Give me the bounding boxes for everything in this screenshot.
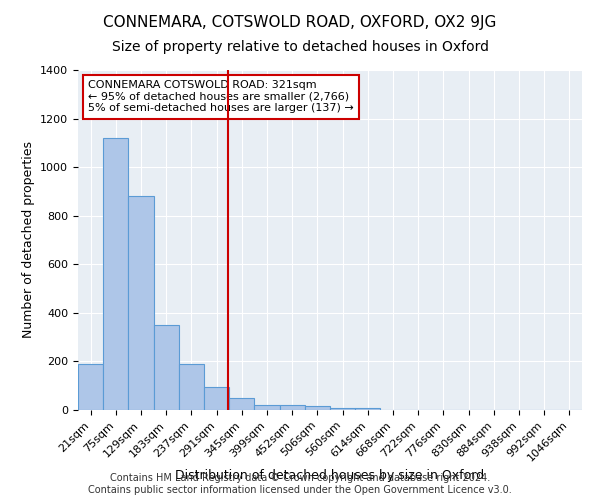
Text: CONNEMARA COTSWOLD ROAD: 321sqm
← 95% of detached houses are smaller (2,766)
5% : CONNEMARA COTSWOLD ROAD: 321sqm ← 95% of… xyxy=(88,80,354,114)
Y-axis label: Number of detached properties: Number of detached properties xyxy=(22,142,35,338)
Bar xyxy=(254,404,280,410)
Bar xyxy=(280,405,305,410)
Text: CONNEMARA, COTSWOLD ROAD, OXFORD, OX2 9JG: CONNEMARA, COTSWOLD ROAD, OXFORD, OX2 9J… xyxy=(103,15,497,30)
Bar xyxy=(128,196,154,410)
Bar xyxy=(179,364,204,410)
X-axis label: Distribution of detached houses by size in Oxford: Distribution of detached houses by size … xyxy=(175,469,485,482)
Bar xyxy=(305,406,330,410)
Bar xyxy=(103,138,128,410)
Text: Contains HM Land Registry data © Crown copyright and database right 2024.
Contai: Contains HM Land Registry data © Crown c… xyxy=(88,474,512,495)
Bar xyxy=(355,408,380,410)
Text: Size of property relative to detached houses in Oxford: Size of property relative to detached ho… xyxy=(112,40,488,54)
Bar xyxy=(78,364,103,410)
Bar xyxy=(330,408,355,410)
Bar xyxy=(154,325,179,410)
Bar xyxy=(229,398,254,410)
Bar xyxy=(204,387,229,410)
